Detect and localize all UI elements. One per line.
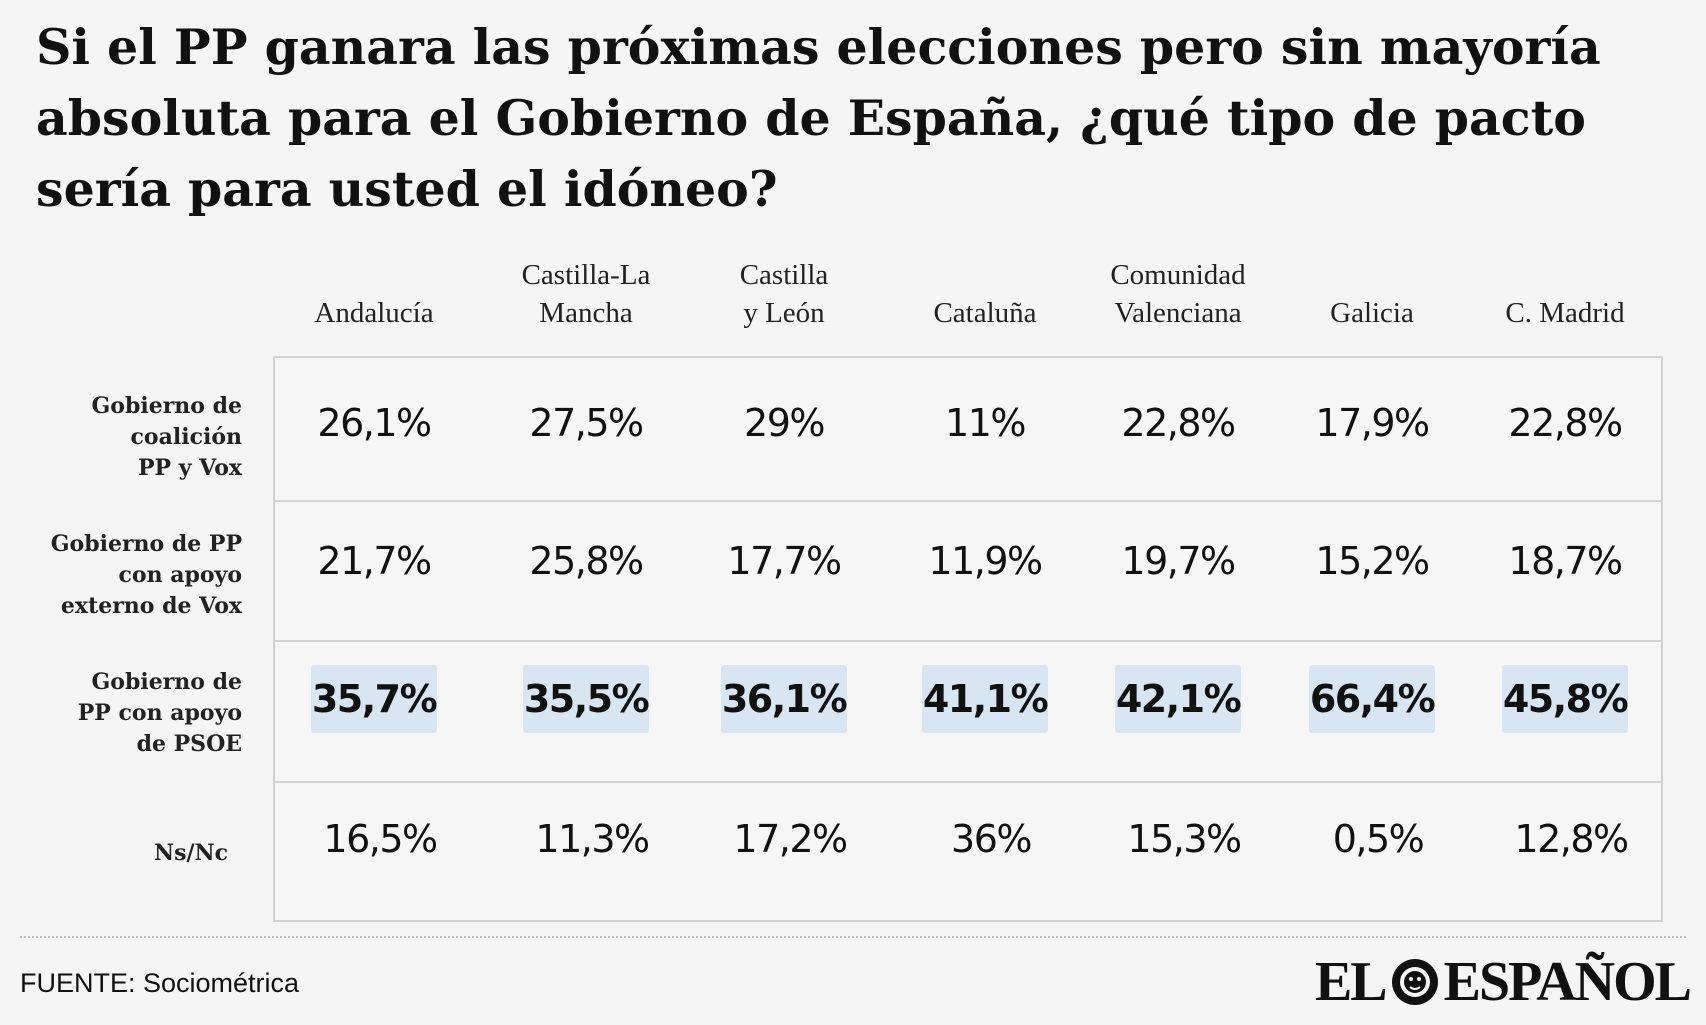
column-header: Galicia [1330,297,1414,329]
table-cell: 15,2% [1315,539,1430,583]
table-cell: 36% [951,817,1032,861]
table-cell-highlighted: 36,1% [721,665,848,733]
table-cell-highlighted: 66,4% [1309,665,1436,733]
table-cell: 27,5% [529,401,644,445]
column-header: Castilla y León [739,259,829,329]
table-cell-highlighted: 41,1% [922,665,1049,733]
table-cell: 22,8% [1508,401,1623,445]
row-label: Gobierno de PP con apoyo de PSOE [77,668,242,757]
table-cell: 22,8% [1121,401,1236,445]
table-grid [273,356,1663,922]
table-cell: 26,1% [317,401,432,445]
column-header: C. Madrid [1505,297,1625,329]
brand-logo-right: ESPAÑOL [1443,951,1692,1013]
row-divider [273,500,1663,502]
table-cell: 25,8% [529,539,644,583]
table-cell: 17,7% [727,539,842,583]
table-cell: 18,7% [1508,539,1623,583]
table-cell: 0,5% [1332,817,1425,861]
row-divider [273,781,1663,783]
column-header: Comunidad Valenciana [1110,259,1246,329]
table-cell: 12,8% [1514,817,1629,861]
chart-title: Si el PP ganara las próximas elecciones … [36,18,1601,218]
table-cell: 16,5% [323,817,438,861]
column-header: Cataluña [933,297,1037,329]
row-label: Gobierno de PP con apoyo externo de Vox [50,530,242,619]
table-cell: 11,9% [928,539,1043,583]
table-cell: 11% [945,401,1026,445]
row-divider [273,640,1663,642]
table-cell: 15,3% [1127,817,1242,861]
source-note: FUENTE: Sociométrica [20,968,300,998]
table-cell: 19,7% [1121,539,1236,583]
column-header: Andalucía [314,297,434,329]
table-cell-highlighted: 35,7% [311,665,438,733]
row-label: Ns/Nc [153,839,228,866]
table-cell-highlighted: 45,8% [1502,665,1629,733]
lion-icon [1391,959,1438,1005]
table-cell: 11,3% [535,817,650,861]
table-cell: 17,9% [1315,401,1430,445]
brand-logo-left: EL [1314,951,1388,1013]
footer-divider [20,936,1686,938]
brand-logo: EL ESPAÑOL [1314,950,1692,1014]
table-cell: 21,7% [317,539,432,583]
table-cell: 17,2% [733,817,848,861]
table-cell-highlighted: 35,5% [523,665,650,733]
column-header: Castilla-La Mancha [521,259,651,329]
table-cell: 29% [744,401,825,445]
row-label: Gobierno de coalición PP y Vox [91,392,243,481]
table-cell-highlighted: 42,1% [1115,665,1242,733]
